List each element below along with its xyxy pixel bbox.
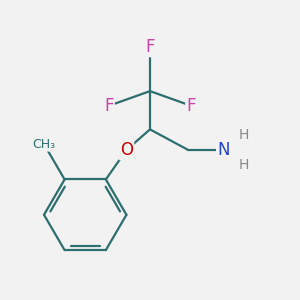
Text: H: H	[239, 158, 249, 172]
Text: H: H	[239, 128, 249, 142]
Text: F: F	[145, 38, 155, 56]
Text: N: N	[218, 141, 230, 159]
Text: CH₃: CH₃	[32, 138, 56, 151]
Text: F: F	[104, 97, 113, 115]
Text: F: F	[187, 97, 196, 115]
Text: O: O	[120, 141, 133, 159]
